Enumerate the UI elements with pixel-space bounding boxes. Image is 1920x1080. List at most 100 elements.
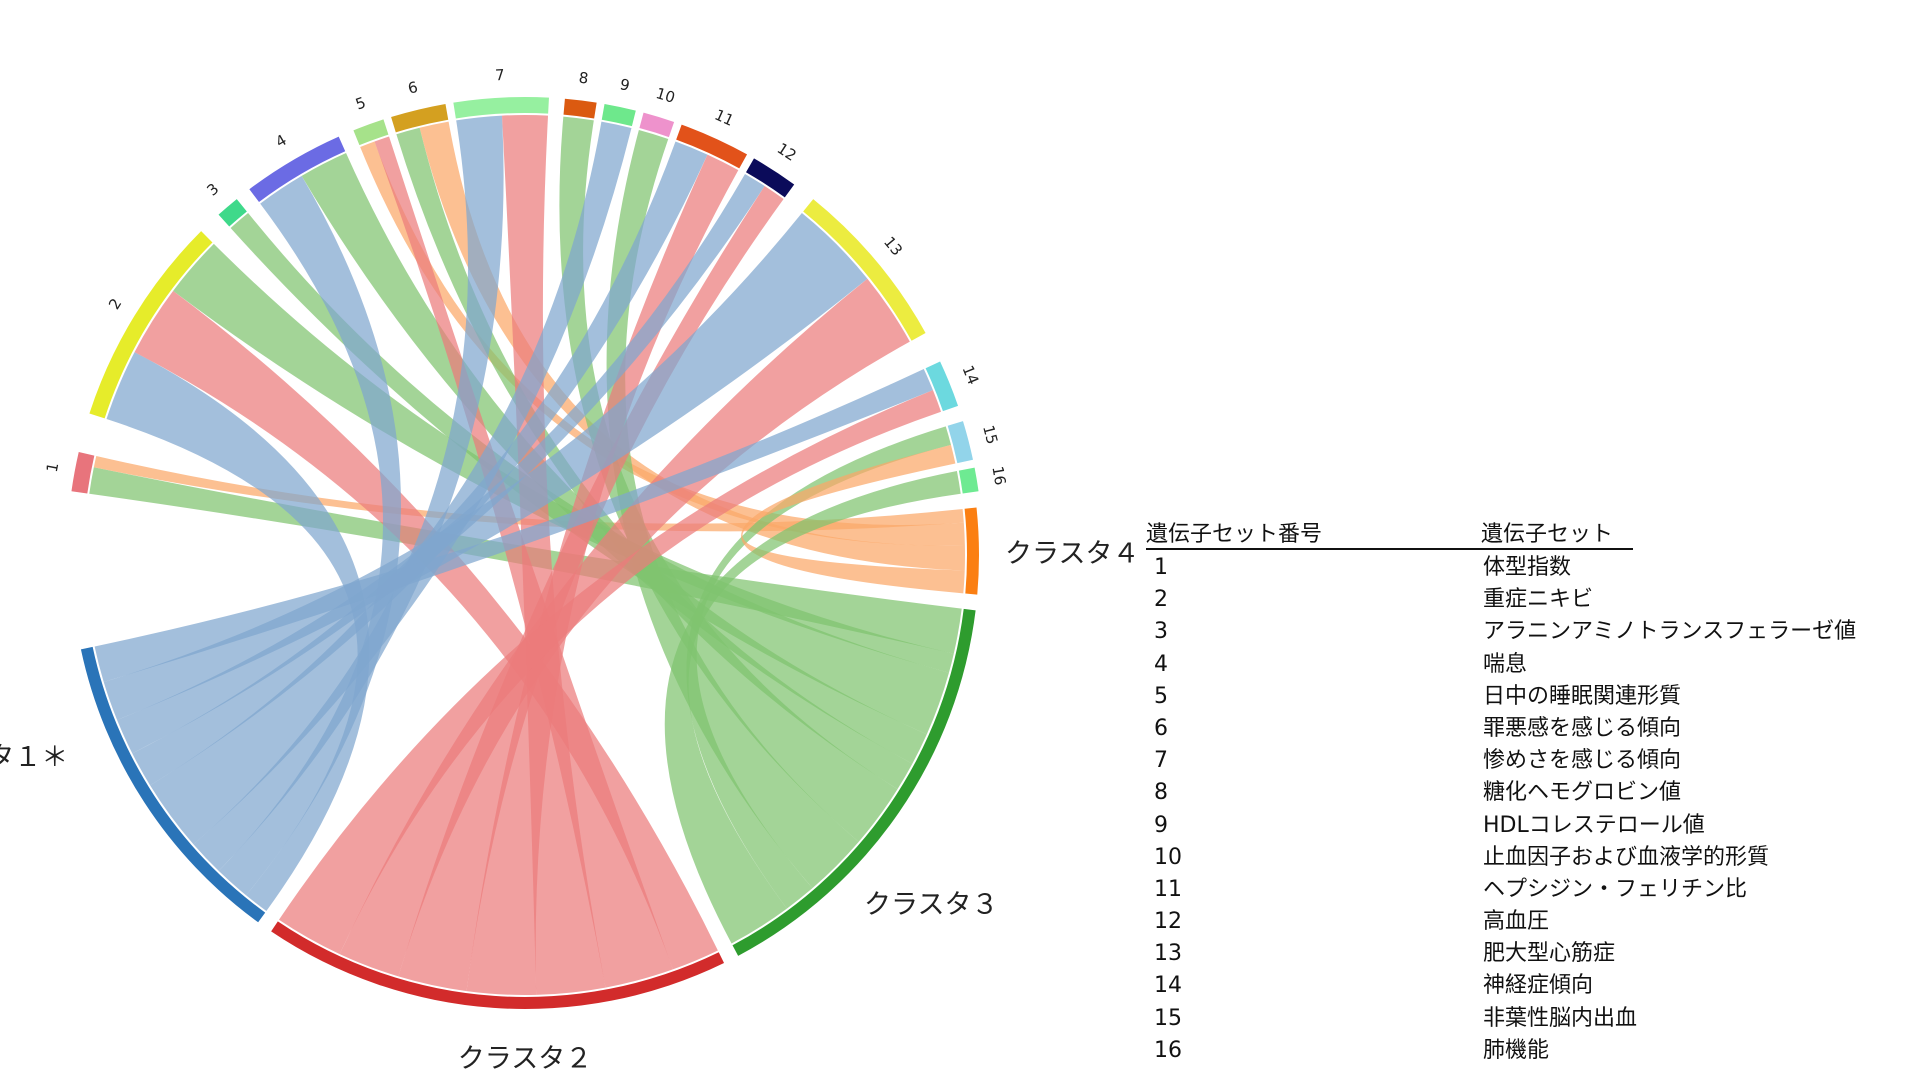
gene-set-arc (89, 231, 213, 419)
gene-set-number-label: 1 (43, 461, 62, 474)
legend-row: 8 糖化ヘモグロビン値 (1146, 775, 1906, 807)
legend-gene-set: 体型指数 (1483, 555, 1572, 580)
legend-number: 13 (1154, 941, 1182, 967)
legend-gene-set: 神経症傾向 (1483, 973, 1594, 999)
legend-number: 15 (1154, 1005, 1182, 1031)
legend-gene-set: 重症ニキビ (1483, 587, 1594, 613)
legend-row: 11 ヘプシジン・フェリチン比 (1146, 872, 1906, 904)
legend-row: 13 肥大型心筋症 (1146, 936, 1906, 968)
cluster-label: クラスタ１＊ (0, 742, 68, 773)
legend-row: 15 非葉性脳内出血 (1146, 1001, 1906, 1033)
legend-gene-set: ヘプシジン・フェリチン比 (1483, 876, 1748, 902)
gene-set-arc (563, 98, 597, 119)
legend-header: 遺伝子セット番号 遺伝子セット (1146, 510, 1906, 550)
gene-set-arc (71, 451, 95, 494)
legend-gene-set: 日中の睡眠関連形質 (1483, 683, 1682, 709)
chord-ribbon (218, 175, 401, 896)
gene-set-arc (453, 97, 549, 119)
gene-set-arc (391, 103, 449, 133)
legend-row: 4 喘息 (1146, 647, 1906, 679)
legend-number: 9 (1154, 812, 1168, 838)
gene-set-number-label: 8 (578, 69, 590, 88)
gene-set-number-label: 6 (406, 78, 419, 98)
legend-number: 10 (1154, 844, 1182, 870)
legend-header-number: 遺伝子セット番号 (1146, 522, 1323, 547)
gene-set-number-label: 4 (272, 131, 289, 151)
gene-set-number-label: 14 (959, 363, 983, 387)
legend-number: 3 (1154, 619, 1168, 645)
legend-row: 12 高血圧 (1146, 904, 1906, 936)
legend-gene-set: 糖化ヘモグロビン値 (1483, 780, 1682, 806)
chord-diagram: 12345678910111213141516クラスタ１＊クラスタ２クラスタ３ク… (0, 66, 1139, 1075)
gene-set-number-label: 10 (654, 84, 678, 107)
chord-ribbon (559, 116, 898, 842)
legend-gene-set: 高血圧 (1483, 909, 1550, 935)
legend-header-rule (1146, 548, 1633, 550)
gene-set-arc (676, 124, 748, 169)
gene-set-number-label: 3 (203, 180, 222, 200)
gene-set-number-label: 12 (774, 139, 800, 164)
legend-number: 5 (1154, 683, 1168, 709)
gene-set-arc (746, 158, 795, 198)
gene-set-number-label: 15 (979, 423, 1001, 446)
gene-set-arc (353, 119, 389, 146)
chord-ribbon (106, 352, 370, 911)
cluster-arc (80, 646, 266, 923)
chord-ribbon (278, 390, 942, 955)
gene-set-number-label: 9 (618, 75, 631, 95)
chord-ribbon (606, 129, 859, 889)
gene-set-arc (601, 103, 636, 127)
chord-ribbon (741, 444, 965, 594)
chord-ribbon (134, 290, 718, 970)
gene-set-arc (958, 467, 979, 494)
chord-ribbon (94, 369, 933, 682)
legend-row: 10 止血因子および血液学的形質 (1146, 840, 1906, 872)
legend-row: 14 神経症傾向 (1146, 968, 1906, 1000)
gene-set-number-label: 5 (353, 93, 368, 113)
arc-layer (71, 97, 979, 1009)
legend-row: 6 罪悪感を感じる傾向 (1146, 711, 1906, 743)
legend-row: 16 肺機能 (1146, 1033, 1906, 1065)
legend-header-name: 遺伝子セット (1481, 522, 1614, 547)
gene-set-number-label: 7 (495, 66, 505, 84)
cluster-label: クラスタ３ (864, 890, 998, 921)
legend-number: 8 (1154, 780, 1168, 806)
legend-number: 16 (1154, 1037, 1182, 1063)
chord-ribbon (501, 114, 606, 995)
cluster-label: クラスタ４ (1005, 539, 1139, 570)
gene-set-number-label: 16 (988, 465, 1009, 487)
legend-row: 1 体型指数 (1146, 550, 1906, 582)
legend-gene-set: 罪悪感を感じる傾向 (1483, 715, 1682, 741)
legend-gene-set: 肺機能 (1483, 1037, 1550, 1063)
legend-row: 7 惨めさを感じる傾向 (1146, 743, 1906, 775)
gene-set-arc (639, 112, 675, 138)
chord-ribbon (230, 213, 949, 735)
legend-row: 2 重症ニキビ (1146, 582, 1906, 614)
gene-set-arc (249, 136, 346, 203)
chord-ribbon (398, 185, 784, 992)
gene-set-number-label: 11 (712, 106, 737, 130)
cluster-arc (964, 507, 979, 595)
gene-set-number-label: 2 (105, 295, 125, 313)
legend-gene-set: 止血因子および血液学的形質 (1483, 844, 1770, 870)
legend-number: 1 (1154, 555, 1168, 580)
legend-gene-set: アラニンアミノトランスフェラーゼ値 (1483, 619, 1857, 645)
chord-ribbon (173, 243, 954, 673)
gene-set-number-label: 13 (880, 233, 906, 259)
chord-ribbon (117, 173, 765, 754)
legend-gene-set: 喘息 (1483, 651, 1528, 677)
chord-ribbon (193, 115, 504, 871)
gene-set-arc (925, 361, 959, 412)
legend-number: 12 (1154, 909, 1182, 935)
chord-ribbon (103, 213, 868, 720)
legend-number: 7 (1154, 748, 1168, 774)
gene-set-arc (218, 199, 247, 227)
legend-number: 2 (1154, 587, 1168, 613)
legend-gene-set: 非葉性脳内出血 (1483, 1005, 1638, 1031)
legend-row: 5 日中の睡眠関連形質 (1146, 679, 1906, 711)
gene-set-arc (947, 421, 973, 464)
chord-ribbon (339, 278, 910, 977)
gene-set-legend: 遺伝子セット番号 遺伝子セット 1 体型指数 2 重症ニキビ 3 アラニンアミノトラン… (1146, 510, 1906, 1065)
cluster-label: クラスタ２ (458, 1044, 592, 1075)
legend-number: 11 (1154, 876, 1182, 902)
